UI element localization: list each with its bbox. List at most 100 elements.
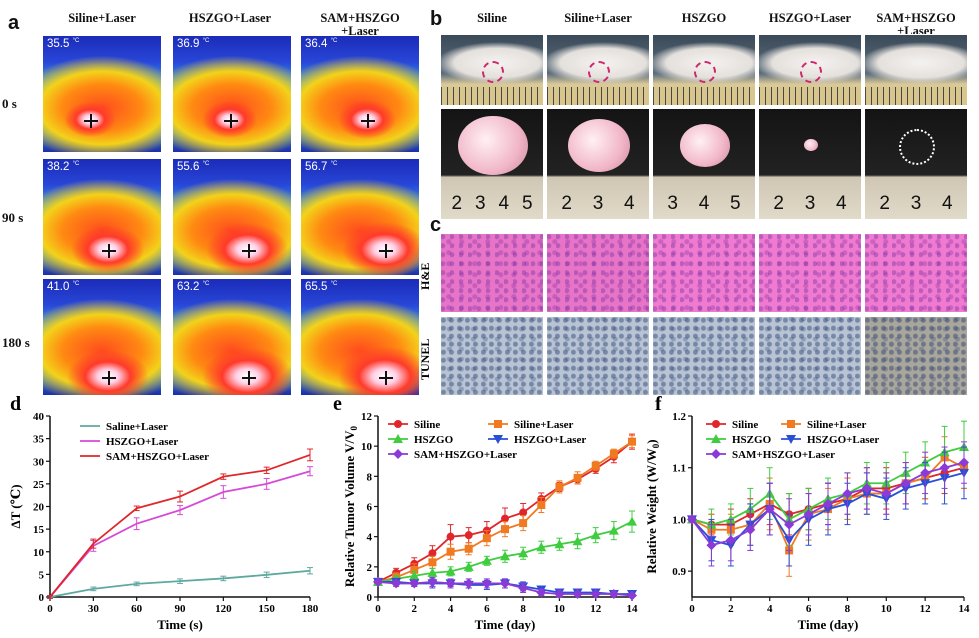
- ruler-number: 5: [730, 193, 741, 214]
- data-point: [627, 516, 637, 526]
- panel-a-row-1: 0 s: [2, 96, 17, 111]
- x-tick-label: 150: [258, 603, 275, 615]
- legend-label: HSZGO: [414, 434, 454, 446]
- panel-a-row-2: 90 s: [2, 210, 24, 225]
- thermal-image: 55.6 °C: [172, 158, 292, 276]
- data-point: [939, 462, 950, 473]
- crosshair-icon: [361, 113, 376, 128]
- temperature-readout: 36.9 °C: [177, 38, 210, 50]
- data-point: [608, 588, 619, 599]
- legend-marker: [494, 420, 502, 428]
- crosshair-icon: [102, 371, 116, 386]
- temperature-unit: °C: [72, 281, 80, 288]
- y-tick-label: 0: [39, 592, 45, 604]
- panel-a-row-3: 180 s: [2, 335, 30, 350]
- y-axis-label: Relative Tumor Volume V/V0: [342, 425, 359, 587]
- legend-marker: [787, 420, 795, 428]
- legend-label: Siline+Laser: [514, 419, 574, 431]
- x-tick-label: 2: [728, 603, 734, 615]
- tumor: [568, 118, 630, 172]
- y-tick-label: 40: [33, 411, 45, 423]
- ruler-number: 2: [561, 193, 572, 214]
- x-tick-label: 0: [689, 603, 695, 615]
- temperature-readout: 36.4 °C: [305, 38, 338, 50]
- crosshair-icon: [102, 244, 116, 259]
- ruler-number: 5: [521, 193, 533, 214]
- x-tick-label: 14: [959, 603, 971, 615]
- data-point: [803, 509, 814, 520]
- crosshair-icon: [241, 244, 256, 259]
- y-tick-label: 6: [367, 502, 373, 514]
- data-point: [572, 588, 583, 599]
- temperature-unit: °C: [72, 38, 80, 45]
- thermal-image: 38.2 °C: [42, 158, 162, 276]
- x-tick-label: 90: [175, 603, 187, 615]
- data-point: [861, 483, 872, 494]
- crosshair-icon: [379, 244, 394, 259]
- y-tick-label: 30: [33, 456, 45, 468]
- data-point: [409, 570, 420, 580]
- data-point: [572, 536, 583, 546]
- data-point: [446, 547, 455, 556]
- temperature-unit: °C: [202, 161, 210, 168]
- tumor-marker-icon: [799, 61, 822, 83]
- tumor: [458, 115, 528, 176]
- legend-label: Saline+Laser: [106, 421, 168, 433]
- x-tick-label: 0: [375, 603, 381, 615]
- panel-a-col-3: SAM+HSZGO +Laser: [320, 11, 400, 38]
- data-point: [410, 565, 419, 574]
- data-point: [463, 578, 474, 589]
- panel-c-label: c: [430, 214, 442, 236]
- x-tick-label: 10: [881, 603, 893, 615]
- x-axis-label: Time (s): [157, 617, 203, 632]
- data-point: [427, 567, 438, 577]
- ruler-number: 3: [804, 193, 816, 214]
- ruler-number: 4: [698, 193, 710, 214]
- x-tick-label: 2: [412, 603, 418, 615]
- temperature-readout: 56.7 °C: [305, 161, 338, 173]
- data-point: [537, 500, 546, 509]
- ruler: [441, 87, 543, 105]
- crosshair-icon: [223, 113, 238, 128]
- crosshair-icon: [84, 113, 98, 128]
- ruler-number: 2: [451, 193, 463, 214]
- data-point: [391, 578, 402, 589]
- series-SAM+HSZGO+Laser: [373, 576, 637, 601]
- tumor: [680, 124, 730, 167]
- data-point: [590, 530, 601, 540]
- data-point: [518, 548, 529, 558]
- thermal-image: 35.5 °C: [42, 35, 162, 153]
- ruler-number: 3: [667, 193, 678, 214]
- x-tick-label: 0: [47, 603, 53, 615]
- y-tick-label: 0.9: [672, 566, 686, 578]
- legend-label: Siline+Laser: [807, 419, 867, 431]
- temperature-unit: °C: [202, 38, 210, 45]
- data-point: [428, 549, 437, 558]
- series-line: [49, 470, 311, 598]
- y-tick-label: 20: [33, 502, 45, 514]
- data-point: [725, 535, 736, 546]
- thermal-image: 41.0 °C: [42, 278, 162, 396]
- tumor-marker-icon: [481, 61, 504, 83]
- temperature-readout: 65.5 °C: [305, 281, 338, 293]
- panel-d-label: d: [10, 393, 21, 415]
- x-tick-label: 14: [627, 603, 639, 615]
- y-tick-label: 8: [367, 471, 373, 483]
- data-point: [591, 461, 600, 470]
- thermal-image: 65.5 °C: [300, 278, 420, 396]
- data-point: [481, 555, 492, 565]
- data-point: [764, 504, 775, 515]
- data-point: [446, 532, 455, 541]
- legend-marker: [711, 434, 721, 443]
- data-point: [627, 590, 637, 601]
- temperature-unit: °C: [330, 38, 338, 45]
- x-tick-label: 120: [215, 603, 232, 615]
- y-axis-label: ΔT (℃): [8, 484, 23, 528]
- y-axis-label: Relative Weight (W/W0): [644, 439, 661, 573]
- temperature-readout: 35.5 °C: [47, 38, 80, 50]
